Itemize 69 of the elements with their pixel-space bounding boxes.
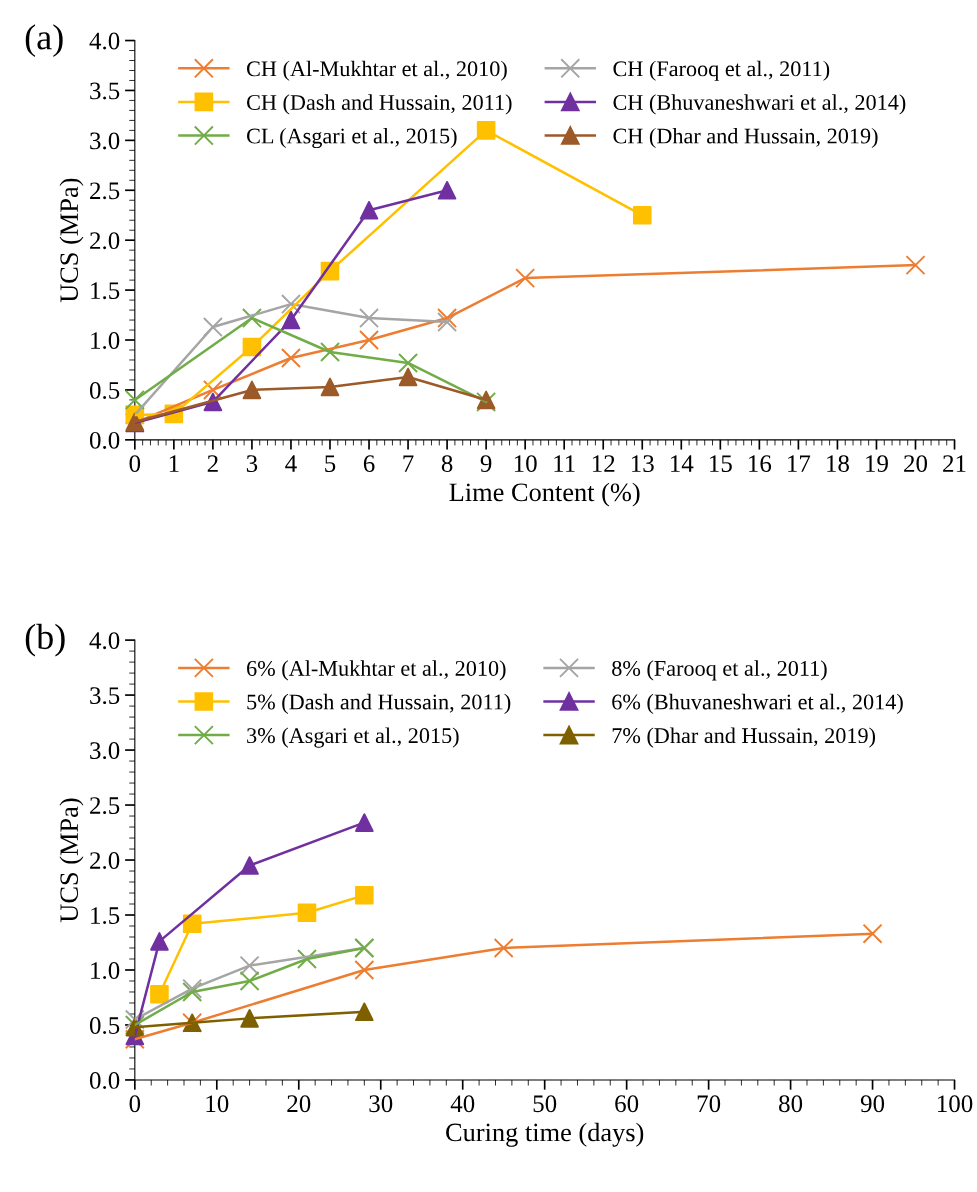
x-tick-label: 40 (450, 1095, 475, 1113)
y-tick-label: 3.0 (90, 742, 120, 760)
y-tick-label: 2.0 (90, 852, 120, 870)
x-tick-label: 16 (749, 455, 772, 473)
x-tick-label: 20 (287, 1095, 311, 1113)
x-tick-label: 60 (615, 1095, 639, 1113)
y-tick-label: 1.0 (91, 962, 120, 980)
x-tick-label: 6 (363, 455, 375, 473)
legend-label: CH (Bhuvaneshwari et al., 2014) (613, 94, 906, 115)
legend-label: 5% (Dash and Hussain, 2011) (247, 693, 511, 715)
x-tick-label: 4 (285, 455, 297, 472)
x-tick-label: 0 (129, 455, 141, 473)
x-tick-label: 13 (631, 455, 654, 473)
legend-label: 3% (Asgari et al., 2015) (247, 727, 459, 748)
x-tick-label: 30 (369, 1095, 393, 1113)
x-tick-label: 10 (206, 1095, 229, 1113)
legend-label: 6% (Al-Mukhtar et al., 2010) (247, 660, 506, 681)
y-tick-label: 1.5 (91, 907, 120, 925)
y-tick-label: 4.0 (89, 32, 120, 50)
x-tick-label: 9 (480, 455, 492, 473)
y-tick-label: 1.0 (91, 332, 120, 350)
x-tick-label: 14 (670, 455, 694, 472)
x-tick-label: 2 (207, 455, 218, 472)
x-tick-label: 12 (592, 455, 615, 472)
x-tick-label: 90 (860, 1095, 885, 1113)
y-tick-label: 2.5 (90, 182, 120, 200)
text: (a) (25, 24, 63, 57)
x-tick-label: 0 (129, 1095, 141, 1113)
x-tick-label: 1 (169, 455, 179, 472)
x-tick-label: 70 (697, 1095, 721, 1113)
y-tick-label: 0.5 (89, 1017, 120, 1034)
y-tick-label: 3.0 (90, 132, 120, 150)
y-tick-label: 0.0 (89, 1072, 120, 1089)
y-tick-label: 2.0 (90, 232, 120, 250)
legend-label: CL (Asgari et al., 2015) (247, 127, 457, 149)
y-tick-label: 0.5 (89, 381, 120, 399)
x-tick-label: 50 (533, 1095, 557, 1113)
x-tick-label: 8 (441, 455, 453, 473)
x-axis-title: Curing time (days) (446, 1122, 644, 1147)
y-axis-title: UCS (MPa) (59, 178, 84, 303)
legend-label: 6% (Bhuvaneshwari et al., 2014) (612, 693, 903, 715)
legend-label: CH (Dash and Hussain, 2011) (247, 94, 512, 115)
x-tick-label: 18 (827, 455, 849, 473)
legend-label: 7% (Dhar and Hussain, 2019) (612, 727, 876, 748)
x-tick-label: 17 (788, 455, 811, 472)
x-tick-label: 20 (904, 455, 928, 473)
y-tick-label: 3.5 (90, 687, 120, 705)
x-tick-label: 100 (937, 1095, 973, 1113)
x-tick-label: 80 (779, 1095, 803, 1113)
x-tick-label: 3 (246, 455, 258, 473)
legend-label: CH (Dhar and Hussain, 2019) (613, 127, 878, 149)
legend-label: CH (Al-Mukhtar et al., 2010) (247, 60, 507, 81)
y-tick-label: 4.0 (89, 632, 120, 650)
x-tick-label: 5 (325, 455, 336, 473)
y-tick-label: 2.5 (90, 797, 120, 815)
legend-label: 8% (Farooq et al., 2011) (612, 660, 827, 681)
legend-label: CH (Farooq et al., 2011) (613, 60, 830, 81)
x-tick-label: 21 (943, 455, 966, 472)
y-tick-label: 3.5 (90, 82, 120, 100)
y-tick-label: 1.5 (91, 282, 120, 300)
x-tick-label: 11 (554, 455, 575, 472)
text: (b) (25, 623, 65, 657)
x-tick-label: 15 (710, 455, 732, 473)
y-tick-label: 0.0 (89, 431, 120, 449)
x-axis-title: Lime Content (%) (449, 482, 640, 507)
x-tick-label: 19 (866, 455, 888, 473)
x-tick-label: 10 (514, 455, 537, 473)
y-axis-title: UCS (MPa) (59, 798, 84, 923)
x-tick-label: 7 (403, 455, 414, 472)
